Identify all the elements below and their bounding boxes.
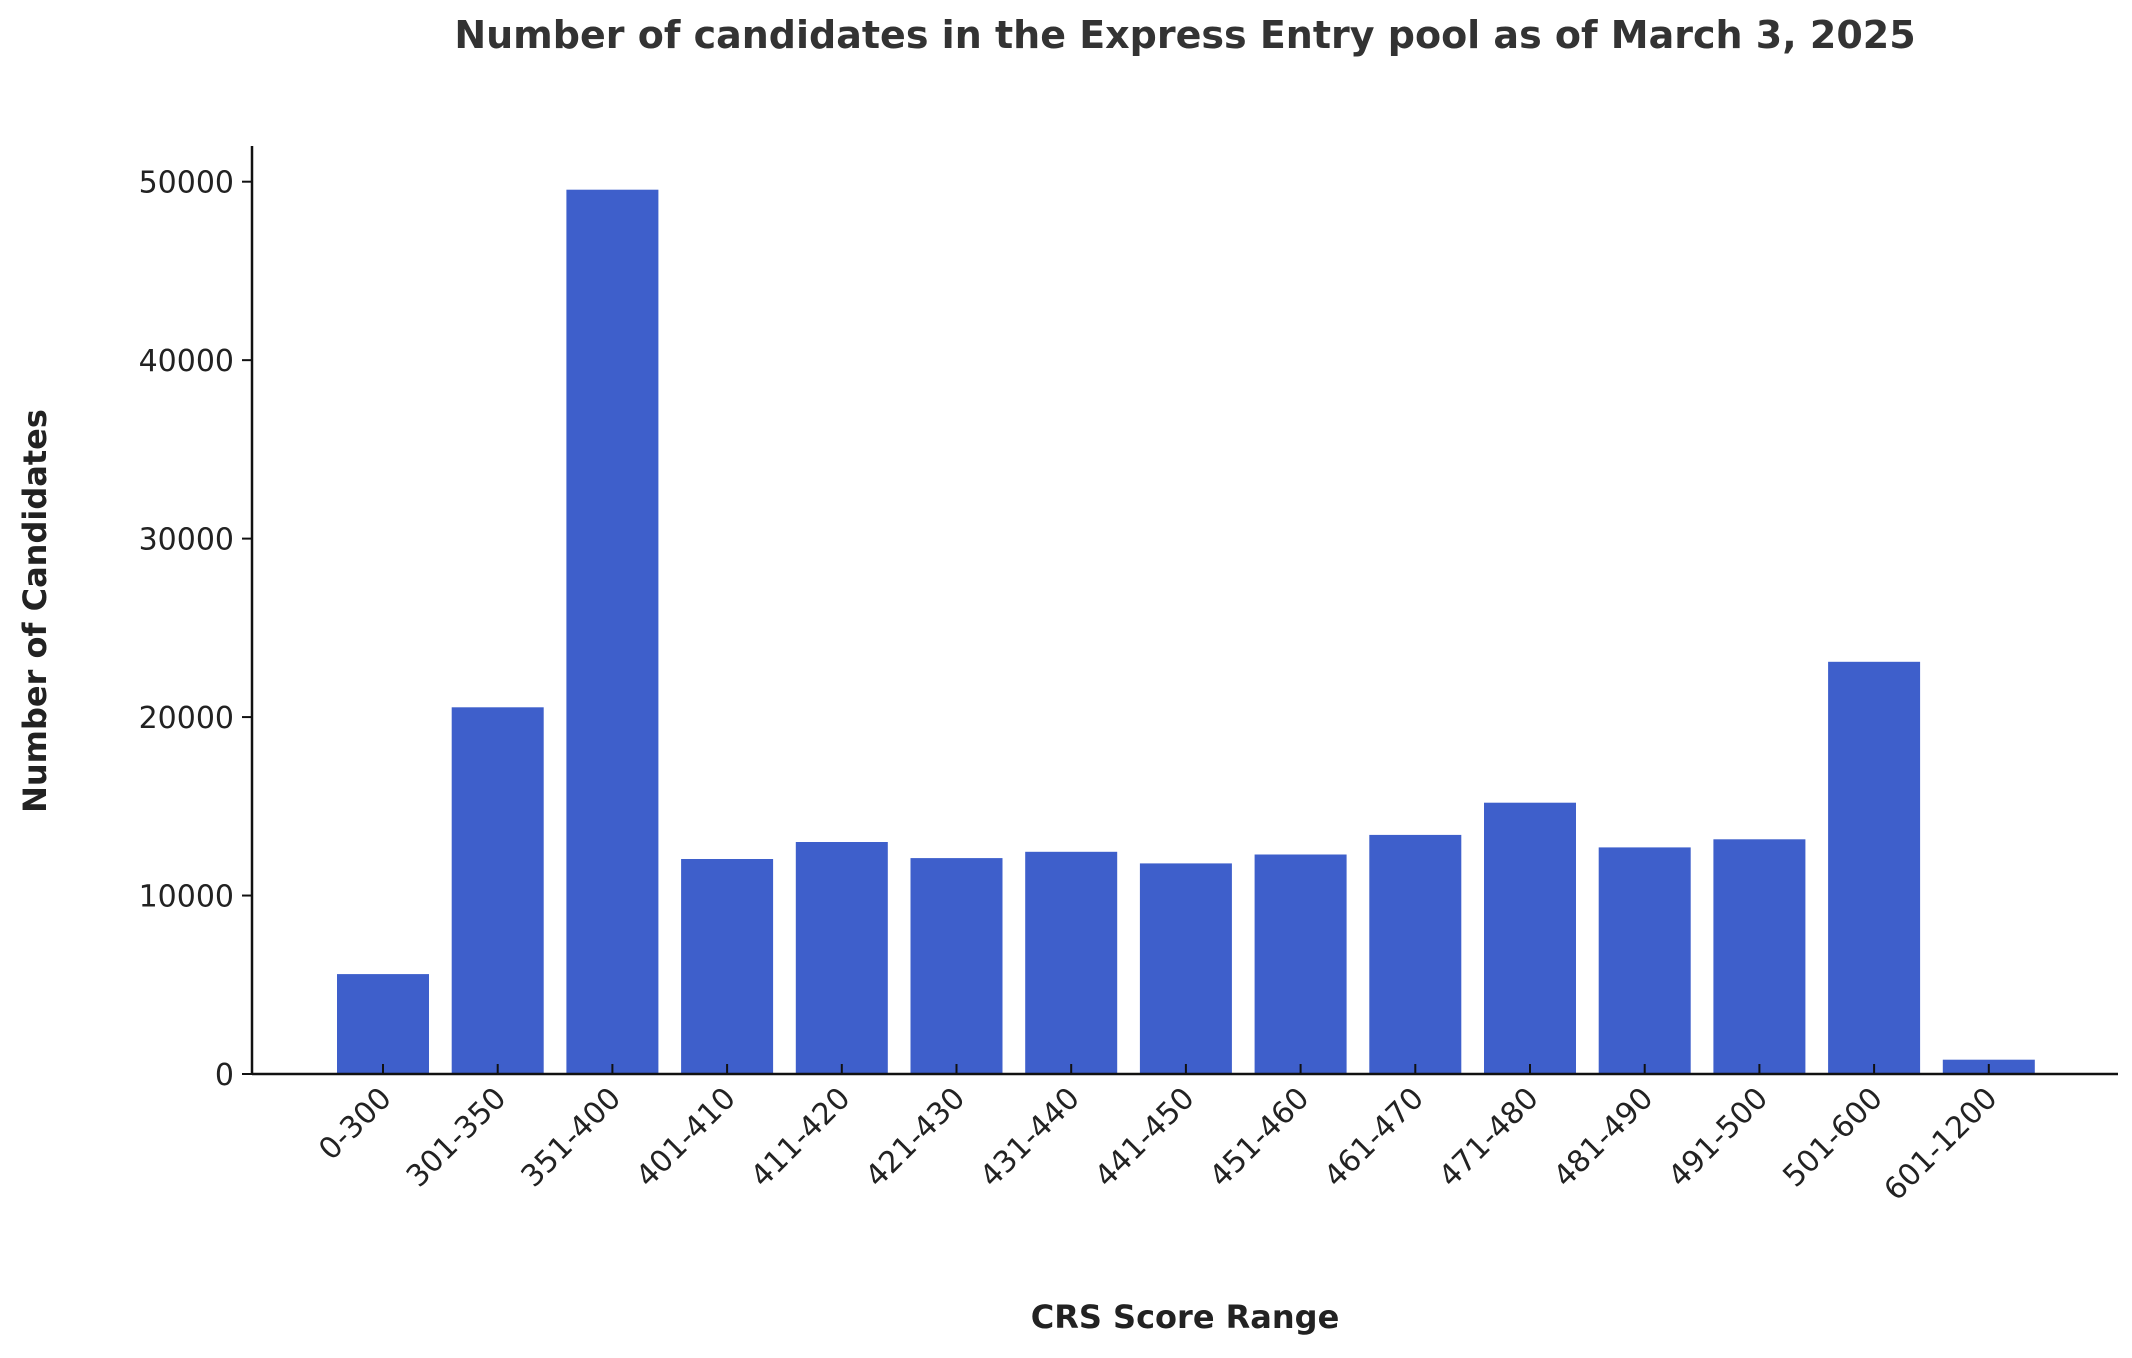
- x-axis: 0-300 301-350 351-400 401-410 411-420 421-430…: [252, 1064, 2118, 1208]
- x-tick-label: 431-440: [973, 1081, 1086, 1194]
- bar-421-430: [910, 858, 1003, 1074]
- x-tick-label: 401-410: [629, 1081, 742, 1194]
- x-tick-label: 471-480: [1432, 1081, 1545, 1194]
- x-axis-label: CRS Score Range: [1031, 1298, 1340, 1336]
- x-tick-label: 0-300: [312, 1081, 398, 1167]
- bar-431-440: [1025, 851, 1118, 1074]
- bar-481-490: [1598, 847, 1691, 1074]
- chart-title: Number of candidates in the Express Entr…: [454, 13, 1915, 57]
- y-axis-label: Number of Candidates: [16, 409, 54, 813]
- bar-301-350: [451, 707, 544, 1074]
- y-tick-label: 10000: [139, 880, 234, 915]
- bar-461-470: [1369, 834, 1462, 1074]
- y-axis: 0 10000 20000 30000 40000 50000: [139, 146, 254, 1093]
- y-tick-label: 20000: [139, 701, 234, 736]
- y-tick-label: 0: [215, 1058, 234, 1093]
- x-tick-label: 421-430: [859, 1081, 972, 1194]
- x-tick-label: 441-450: [1088, 1081, 1201, 1194]
- y-tick-label: 40000: [139, 344, 234, 379]
- bar-411-420: [795, 842, 888, 1074]
- y-tick-label: 50000: [139, 166, 234, 201]
- bar-0-300: [337, 974, 429, 1074]
- bar-401-410: [681, 859, 774, 1074]
- bar-471-480: [1484, 802, 1576, 1074]
- bar-501-600: [1828, 661, 1921, 1074]
- x-tick-label: 451-460: [1203, 1081, 1316, 1194]
- x-tick-label: 491-500: [1662, 1081, 1775, 1194]
- bar-351-400: [566, 189, 659, 1074]
- x-tick-label: 461-470: [1318, 1081, 1431, 1194]
- bar-441-450: [1139, 863, 1232, 1074]
- bars-group: [337, 189, 2035, 1074]
- x-tick-label: 301-350: [400, 1081, 513, 1194]
- y-tick-label: 30000: [139, 523, 234, 558]
- x-tick-label: 481-490: [1547, 1081, 1660, 1194]
- x-tick-label: 351-400: [515, 1081, 628, 1194]
- bar-491-500: [1713, 839, 1806, 1074]
- x-tick-label: 411-420: [744, 1081, 857, 1194]
- x-tick-label: 501-600: [1776, 1081, 1889, 1194]
- x-tick-label: 601-1200: [1878, 1081, 2005, 1208]
- bar-451-460: [1254, 854, 1347, 1074]
